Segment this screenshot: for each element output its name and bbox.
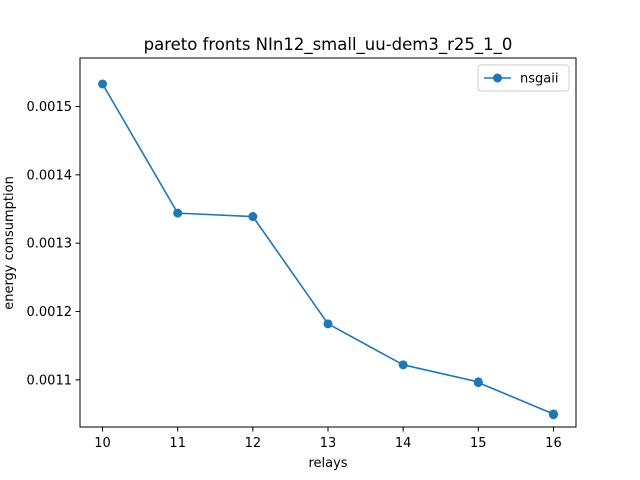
series-layer [98, 79, 558, 420]
y-tick-label: 0.0015 [27, 100, 73, 115]
data-point [323, 319, 333, 329]
x-tick-label: 12 [245, 436, 262, 451]
x-tick-label: 16 [545, 436, 562, 451]
x-tick-label: 13 [320, 436, 337, 451]
y-axis-label: energy consumption [2, 176, 17, 310]
x-tick-label: 14 [395, 436, 412, 451]
data-point [173, 208, 183, 218]
x-tick-label: 15 [470, 436, 487, 451]
legend-label-nsgaii: nsgaii [520, 72, 558, 87]
y-tick-label: 0.0011 [27, 373, 73, 388]
legend: nsgaii [477, 64, 570, 92]
data-point [548, 410, 558, 420]
plot-area [80, 58, 576, 427]
chart-title: pareto fronts NIn12_small_uu-dem3_r25_1_… [144, 35, 513, 55]
y-tick-label: 0.0012 [27, 305, 73, 320]
data-point [473, 378, 483, 388]
legend-marker-swatch [493, 73, 502, 83]
x-axis-label: relays [308, 456, 347, 471]
data-point [398, 360, 408, 370]
x-tick-label: 10 [94, 436, 111, 451]
x-axis: 10 11 12 13 14 15 16 [94, 427, 562, 451]
legend-box [477, 64, 570, 92]
y-tick-label: 0.0013 [27, 237, 73, 252]
y-tick-label: 0.0014 [27, 168, 73, 183]
y-axis: 0.0011 0.0012 0.0013 0.0014 0.0015 [27, 100, 80, 388]
data-point [98, 79, 108, 89]
data-point [248, 212, 258, 222]
x-tick-label: 11 [169, 436, 186, 451]
